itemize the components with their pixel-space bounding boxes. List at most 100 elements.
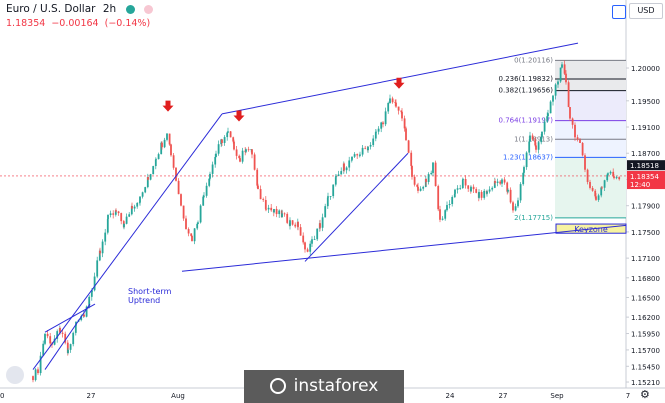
candle-body-268 (591, 187, 594, 191)
candle-body-242 (534, 139, 537, 146)
y-tick-label-2: 1.19100 (631, 124, 660, 132)
candle-body-22 (80, 316, 83, 321)
candle-body-244 (537, 142, 540, 150)
candle-body-66 (168, 133, 171, 145)
candle-body-271 (597, 195, 600, 200)
candle-body-170 (382, 122, 384, 125)
price-change-pct: (−0.14%) (104, 18, 151, 29)
watermark-text: instaforex (293, 376, 379, 396)
candle-body-130 (299, 227, 302, 236)
candle-body-68 (172, 155, 175, 168)
sell-arrow-icon-1 (233, 110, 245, 122)
candle-body-233 (514, 206, 517, 211)
candle-body-249 (547, 113, 549, 117)
candle-body-208 (462, 179, 464, 180)
candle-body-252 (554, 84, 557, 96)
candle-body-74 (187, 229, 190, 234)
candle-body-225 (496, 181, 499, 183)
candle-body-163 (367, 146, 369, 151)
candle-body-277 (609, 171, 612, 174)
candle-body-59 (154, 159, 157, 167)
candle-body-180 (403, 118, 406, 129)
candle-body-117 (273, 208, 275, 213)
candle-body-165 (372, 138, 375, 145)
candle-body-91 (221, 139, 223, 143)
candle-body-273 (601, 187, 603, 189)
candle-body-73 (185, 218, 187, 230)
fib-level-label-0: 0(1.20116) (514, 56, 553, 64)
candle-body-126 (291, 220, 294, 225)
candle-body-141 (324, 206, 327, 218)
candle-body-81 (202, 196, 205, 206)
chart-settings-toggle-icon[interactable] (612, 5, 626, 19)
candle-body-12 (59, 328, 61, 333)
candle-body-184 (411, 165, 413, 177)
instaforex-logo-icon (269, 378, 286, 394)
candle-body-132 (304, 242, 306, 250)
timeframe-label[interactable]: 2h (102, 3, 117, 15)
y-tick-label-9: 1.16500 (631, 294, 660, 302)
candle-body-125 (289, 220, 291, 226)
fib-level-label-2: 0.382(1.19656) (499, 87, 554, 95)
candle-body-16 (67, 349, 69, 354)
trendline-2 (181, 224, 627, 272)
candle-body-9 (53, 338, 56, 345)
candle-body-77 (193, 228, 196, 242)
candle-body-89 (217, 144, 220, 154)
candle-body-167 (375, 131, 377, 133)
candle-body-72 (182, 205, 185, 219)
candle-body-278 (612, 171, 615, 177)
price-tag-label-0: 1.18518 (630, 162, 659, 170)
candle-body-232 (512, 202, 514, 211)
candle-body-257 (565, 73, 567, 83)
candle-body-78 (196, 223, 199, 229)
candle-body-56 (147, 177, 149, 180)
candle-body-199 (444, 210, 447, 219)
candle-body-113 (265, 208, 267, 210)
candle-body-158 (358, 155, 361, 157)
candle-body-45 (125, 216, 128, 224)
y-tick-label-8: 1.16800 (631, 275, 660, 283)
candle-body-107 (253, 154, 256, 170)
candle-body-47 (130, 206, 133, 215)
candle-body-86 (211, 164, 214, 174)
gear-icon[interactable]: ⚙ (640, 388, 650, 401)
candle-body-151 (343, 163, 345, 171)
candle-body-76 (191, 235, 193, 242)
candle-body-156 (353, 154, 356, 157)
candle-body-275 (606, 174, 609, 181)
candle-body-55 (146, 177, 149, 188)
candle-body-218 (483, 190, 486, 198)
x-tick-label-6: 27 (499, 392, 508, 400)
candle-body-52 (139, 196, 141, 203)
candle-body-69 (175, 167, 177, 181)
candle-body-63 (161, 142, 163, 148)
y-tick-label-3: 1.18700 (631, 150, 660, 158)
candle-body-131 (302, 235, 305, 243)
candle-body-214 (475, 189, 478, 193)
candle-body-71 (180, 194, 182, 206)
candle-body-260 (571, 118, 574, 125)
candle-body-243 (535, 145, 537, 150)
candle-body-176 (395, 102, 397, 107)
candle-body-166 (374, 132, 377, 139)
price-tag-label-1: 1.18354 (630, 173, 659, 181)
candle-body-157 (356, 154, 359, 156)
candle-body-234 (517, 200, 519, 207)
candle-body-197 (439, 209, 441, 220)
candle-body-123 (286, 213, 289, 223)
candle-body-15 (66, 342, 69, 354)
candle-body-64 (163, 139, 166, 148)
candle-body-88 (215, 153, 217, 157)
candle-body-109 (257, 185, 259, 190)
candle-body-3 (39, 355, 42, 374)
candle-body-82 (203, 195, 205, 197)
candle-body-40 (115, 210, 117, 212)
tradingview-logo-icon (6, 366, 24, 384)
currency-selector[interactable]: USD (629, 3, 663, 19)
candle-body-18 (72, 332, 75, 345)
candle-body-258 (567, 82, 570, 108)
candle-body-65 (166, 133, 168, 140)
symbol-name: Euro / U.S. Dollar (6, 3, 96, 15)
